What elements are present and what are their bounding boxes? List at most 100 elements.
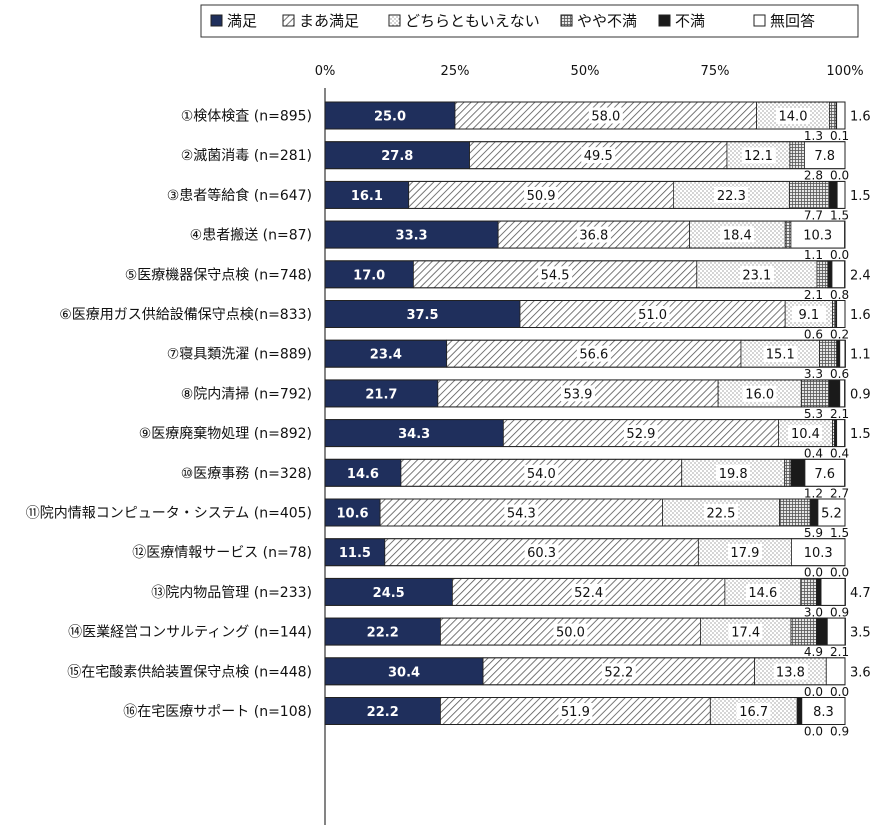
data-label: 15.1 xyxy=(766,348,795,363)
data-label: 17.0 xyxy=(353,268,385,283)
bar-outline xyxy=(324,220,846,249)
bar-outline xyxy=(324,260,846,289)
legend-swatch xyxy=(658,14,671,27)
data-label: 33.3 xyxy=(396,229,428,244)
data-label: 0.4 xyxy=(804,447,823,461)
x-tick-label: 100% xyxy=(826,64,863,79)
data-label-bg xyxy=(714,186,749,203)
data-label: 16.7 xyxy=(739,705,768,720)
data-label: 22.5 xyxy=(707,507,736,522)
bar-segment xyxy=(832,300,837,328)
data-label-bg xyxy=(742,385,777,402)
category-label: ⑫医療情報サービス (n=78) xyxy=(132,544,312,561)
legend-swatch xyxy=(560,14,573,27)
data-label: 0.6 xyxy=(830,367,849,381)
data-label-bg xyxy=(728,623,763,640)
data-label: 14.6 xyxy=(748,586,777,601)
data-label-bg xyxy=(524,544,559,561)
data-label: 21.7 xyxy=(365,387,397,402)
data-label-bg xyxy=(576,345,611,362)
bar-segment xyxy=(819,339,838,368)
bar-segment xyxy=(784,458,792,487)
data-label: 36.8 xyxy=(579,229,608,244)
bar-outline xyxy=(324,379,846,408)
bar-outline xyxy=(324,180,846,209)
data-label: 3.5 xyxy=(850,626,871,641)
legend-label: どちらともいえない xyxy=(405,12,540,30)
legend-swatch xyxy=(753,14,766,27)
category-label: ⑥医療用ガス供給設備保守点検(n=833) xyxy=(59,306,312,323)
bar-segment xyxy=(804,141,846,170)
data-label-bg xyxy=(588,107,623,124)
legend-swatch xyxy=(282,14,295,27)
bar-segment xyxy=(817,498,846,527)
data-label: 10.3 xyxy=(803,229,832,244)
bar-segment xyxy=(324,300,521,328)
data-label: 54.3 xyxy=(507,507,536,522)
x-tick-label: 50% xyxy=(571,64,600,79)
data-label: 14.0 xyxy=(779,110,808,125)
data-label: 12.1 xyxy=(744,149,773,164)
data-label: 54.0 xyxy=(527,467,556,482)
bar-segment xyxy=(779,498,811,527)
bar-segment xyxy=(784,220,792,249)
category-label: ⑤医療機器保守点検 (n=748) xyxy=(125,266,312,283)
bar-segment xyxy=(788,180,830,209)
category-label: ③患者等給食 (n=647) xyxy=(167,187,312,204)
category-label: ②滅菌消毒 (n=281) xyxy=(181,148,312,164)
data-label: 52.9 xyxy=(626,427,655,442)
legend-swatch xyxy=(210,14,223,27)
data-label: 7.6 xyxy=(814,467,835,482)
data-label: 0.8 xyxy=(830,288,849,302)
data-label: 5.9 xyxy=(804,526,823,540)
data-label: 2.1 xyxy=(830,407,849,421)
bar-outline xyxy=(324,339,846,368)
data-label: 1.2 xyxy=(804,486,823,500)
data-label-bg xyxy=(560,385,595,402)
bar-segment xyxy=(789,141,805,170)
data-label-bg xyxy=(524,464,559,481)
data-label-bg xyxy=(791,306,826,322)
category-label: ④患者搬送 (n=87) xyxy=(190,228,312,244)
data-label: 54.5 xyxy=(541,268,570,283)
category-label: ⑬院内物品管理 (n=233) xyxy=(151,585,312,601)
data-label-bg xyxy=(720,226,755,243)
bar-outline xyxy=(324,617,846,646)
category-label: ⑯在宅医療サポート (n=108) xyxy=(123,703,312,720)
bar-segment xyxy=(791,538,846,567)
bar-segment xyxy=(829,180,838,209)
data-label: 0.0 xyxy=(830,566,849,580)
data-label: 2.1 xyxy=(804,288,823,302)
data-label: 17.9 xyxy=(730,546,759,561)
data-label: 0.9 xyxy=(830,725,849,739)
bar-outline xyxy=(324,498,846,527)
bar-segment xyxy=(324,617,441,646)
data-label-bg xyxy=(571,583,606,600)
data-label: 7.7 xyxy=(804,208,823,222)
data-label: 27.8 xyxy=(381,149,413,164)
bar-segment xyxy=(816,578,822,606)
data-label-bg xyxy=(623,425,658,442)
data-label: 0.2 xyxy=(830,328,849,342)
data-label: 10.4 xyxy=(791,427,820,442)
bar-outline xyxy=(324,697,846,725)
bar-segment xyxy=(829,101,837,130)
bar-segment xyxy=(796,697,803,725)
data-label: 16.0 xyxy=(745,387,774,402)
bar-segment xyxy=(809,498,819,527)
data-label: 2.4 xyxy=(850,268,871,283)
data-label: 53.9 xyxy=(564,387,593,402)
category-label: ⑭医業経営コンサルティング (n=144) xyxy=(68,625,312,641)
data-label: 60.3 xyxy=(527,546,556,561)
data-label: 0.0 xyxy=(804,725,823,739)
data-label: 10.6 xyxy=(337,507,369,522)
bar-segment xyxy=(836,339,841,368)
data-label: 22.2 xyxy=(367,626,399,641)
bar-segment xyxy=(836,419,845,448)
category-label: ⑧院内清掃 (n=792) xyxy=(181,385,312,402)
data-label: 3.6 xyxy=(850,665,871,680)
data-label: 11.5 xyxy=(339,546,371,561)
bar-outline xyxy=(324,419,846,448)
data-label: 5.2 xyxy=(821,507,842,522)
data-label: 1.5 xyxy=(850,189,871,204)
